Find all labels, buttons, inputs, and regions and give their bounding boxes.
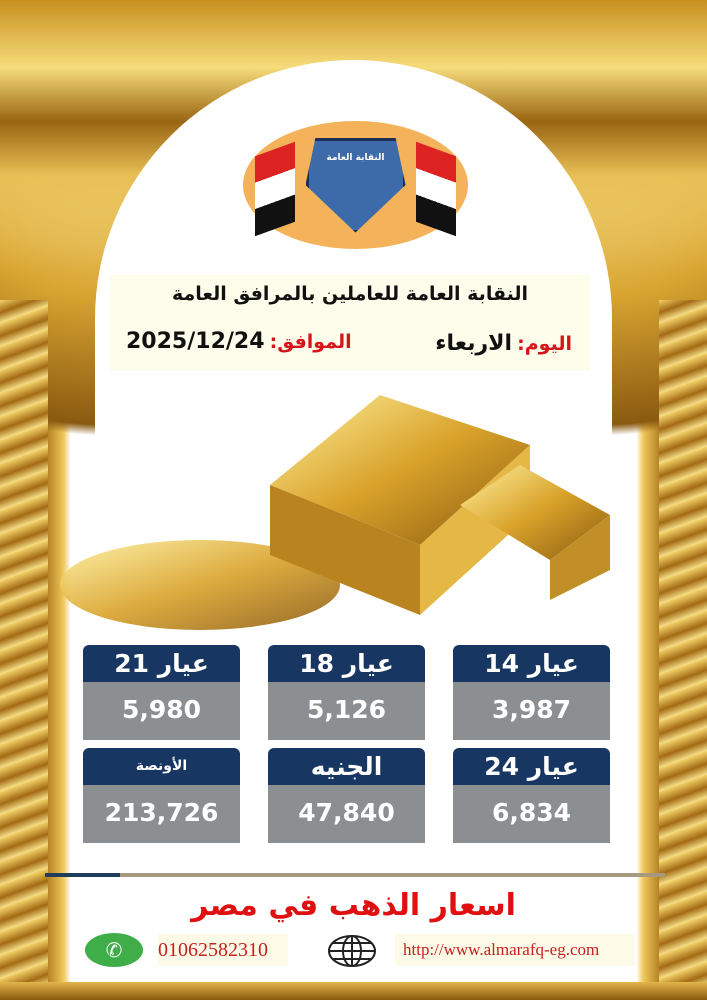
left-pillar xyxy=(0,300,48,990)
phone-number[interactable]: 01062582310 xyxy=(158,934,288,966)
price-card-24k: عيار 24 6,834 xyxy=(453,748,610,843)
egypt-flag-left xyxy=(255,141,295,237)
price-value: 5,126 xyxy=(268,682,425,740)
price-label: عيار 24 xyxy=(453,748,610,785)
price-card-18k: عيار 18 5,126 xyxy=(268,645,425,740)
union-title: النقابة العامة للعاملين بالمرافق العامة xyxy=(171,283,529,305)
price-label: عيار 18 xyxy=(268,645,425,682)
day-label: اليوم: xyxy=(517,333,572,355)
day-value: الاربعاء xyxy=(435,331,513,356)
whatsapp-icon[interactable]: ✆ xyxy=(85,933,143,967)
price-value: 6,834 xyxy=(453,785,610,843)
logo-shield: النقابة العامة xyxy=(305,137,406,233)
price-card-14k: عيار 14 3,987 xyxy=(453,645,610,740)
divider xyxy=(45,873,665,877)
price-label: عيار 14 xyxy=(453,645,610,682)
globe-icon xyxy=(328,935,376,967)
frame-bottom xyxy=(0,982,707,1000)
tagline: اسعار الذهب في مصر xyxy=(191,888,516,923)
date-label: الموافق: xyxy=(269,331,352,353)
date-value: 2025/12/24 xyxy=(126,329,265,354)
union-logo: النقابة العامة xyxy=(243,121,468,249)
website-link[interactable]: http://www.almarafq-eg.com xyxy=(395,934,635,966)
price-value: 3,987 xyxy=(453,682,610,740)
price-label: الجنيه xyxy=(268,748,425,785)
price-label: عيار 21 xyxy=(83,645,240,682)
gold-bars-jewelry-image xyxy=(60,395,610,630)
price-card-pound: الجنيه 47,840 xyxy=(268,748,425,843)
egypt-flag-right xyxy=(416,141,456,237)
price-value: 5,980 xyxy=(83,682,240,740)
price-label: الأونصة xyxy=(83,748,240,785)
right-pillar xyxy=(659,300,707,990)
price-value: 47,840 xyxy=(268,785,425,843)
price-card-ounce: الأونصة 213,726 xyxy=(83,748,240,843)
day-field: اليوم: الاربعاء xyxy=(435,331,572,356)
date-field: الموافق: 2025/12/24 xyxy=(126,329,352,354)
price-value: 213,726 xyxy=(83,785,240,843)
price-card-21k: عيار 21 5,980 xyxy=(83,645,240,740)
header-panel: النقابة العامة للعاملين بالمرافق العامة … xyxy=(110,275,590,371)
